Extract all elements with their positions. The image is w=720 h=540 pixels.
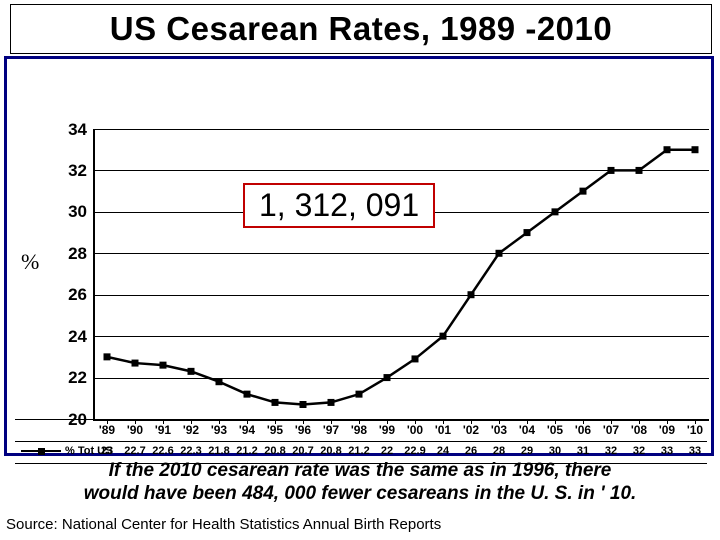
y-tick-label: 22 xyxy=(57,368,87,388)
x-tick-label: '90 xyxy=(127,423,143,437)
x-tick-label: '97 xyxy=(323,423,339,437)
data-table-cell: 32 xyxy=(605,445,617,457)
data-table-cell: 33 xyxy=(661,445,673,457)
data-table-cell: 21.2 xyxy=(236,445,257,457)
x-tick-label: '98 xyxy=(351,423,367,437)
gridline xyxy=(93,378,709,379)
x-tick-label: '05 xyxy=(547,423,563,437)
x-tick-label: '89 xyxy=(99,423,115,437)
data-table-cell: 31 xyxy=(577,445,589,457)
data-table-cell: 32 xyxy=(633,445,645,457)
callout-value: 1, 312, 091 xyxy=(259,187,419,223)
source-text: Source: National Center for Health Stati… xyxy=(6,516,441,533)
x-tick-label: '07 xyxy=(603,423,619,437)
x-tick-label: '99 xyxy=(379,423,395,437)
data-table-cell: 20.8 xyxy=(264,445,285,457)
slide-title-text: US Cesarean Rates, 1989 -2010 xyxy=(110,10,612,48)
gridline xyxy=(93,253,709,254)
gridline xyxy=(93,170,709,171)
caption-line-2: would have been 484, 000 fewer cesareans… xyxy=(10,483,710,506)
data-table-cell: 22.9 xyxy=(404,445,425,457)
data-table-cell: 24 xyxy=(437,445,449,457)
legend-label: % Tot US xyxy=(65,445,112,457)
y-tick-label: 24 xyxy=(57,327,87,347)
data-table-cell: 30 xyxy=(549,445,561,457)
caption-line-1: If the 2010 cesarean rate was the same a… xyxy=(10,460,710,483)
table-row-separator xyxy=(15,419,707,420)
data-table-cell: 22.3 xyxy=(180,445,201,457)
data-table-cell: 26 xyxy=(465,445,477,457)
gridline xyxy=(93,129,709,130)
data-table-cell: 22.7 xyxy=(124,445,145,457)
x-tick-label: '06 xyxy=(575,423,591,437)
slide-root: US Cesarean Rates, 1989 -2010 % 1, 312, … xyxy=(0,0,720,540)
x-tick-label: '00 xyxy=(407,423,423,437)
data-table-cell: 21.2 xyxy=(348,445,369,457)
y-tick-label: 32 xyxy=(57,161,87,181)
y-axis-symbol: % xyxy=(21,249,39,275)
y-tick-label: 26 xyxy=(57,285,87,305)
x-tick-label: '10 xyxy=(687,423,703,437)
table-row-separator xyxy=(15,441,707,442)
y-tick-label: 34 xyxy=(57,120,87,140)
slide-title: US Cesarean Rates, 1989 -2010 xyxy=(10,4,712,54)
y-tick-label: 28 xyxy=(57,244,87,264)
gridline xyxy=(93,336,709,337)
x-tick-label: '03 xyxy=(491,423,507,437)
data-table-cell: 20.7 xyxy=(292,445,313,457)
x-tick-label: '93 xyxy=(211,423,227,437)
x-tick-label: '91 xyxy=(155,423,171,437)
data-table-cell: 28 xyxy=(493,445,505,457)
legend-marker xyxy=(21,444,61,458)
plot-area xyxy=(93,129,709,419)
data-table-cell: 20.8 xyxy=(320,445,341,457)
x-tick-label: '95 xyxy=(267,423,283,437)
data-table-cell: 22 xyxy=(381,445,393,457)
x-tick-label: '09 xyxy=(659,423,675,437)
x-tick-label: '92 xyxy=(183,423,199,437)
x-tick-label: '96 xyxy=(295,423,311,437)
y-tick-label: 30 xyxy=(57,202,87,222)
x-tick-label: '94 xyxy=(239,423,255,437)
data-table-cell: 29 xyxy=(521,445,533,457)
chart-line-series xyxy=(93,129,709,419)
data-table-cell: 22.6 xyxy=(152,445,173,457)
callout-box: 1, 312, 091 xyxy=(243,183,435,228)
data-table-cell: 33 xyxy=(689,445,701,457)
x-tick-label: '08 xyxy=(631,423,647,437)
chart-frame: % 1, 312, 091 2022242628303234'8923'9022… xyxy=(4,56,714,456)
x-tick-label: '01 xyxy=(435,423,451,437)
gridline xyxy=(93,295,709,296)
data-table-cell: 21.8 xyxy=(208,445,229,457)
x-tick-label: '02 xyxy=(463,423,479,437)
x-tick-label: '04 xyxy=(519,423,535,437)
y-axis-line xyxy=(93,129,95,419)
